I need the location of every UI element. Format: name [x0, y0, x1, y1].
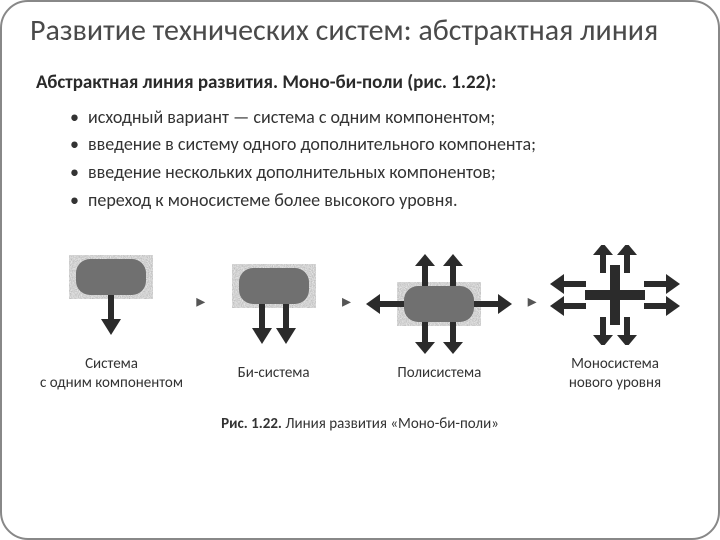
stage-bi: Би-система	[219, 254, 329, 383]
bullet-list: исходный вариант — система с одним компо…	[70, 104, 690, 216]
stage-mono: Система с одним компонентом	[40, 245, 183, 393]
bullet-item: переход к моносистеме более высокого уро…	[70, 187, 690, 215]
figure-caption-text: Линия развития «Моно-би-поли»	[282, 415, 499, 433]
diagram-row: Система с одним компонентом ▸ Би-система…	[30, 245, 690, 393]
stage-caption: Моносистема нового уровня	[569, 355, 661, 393]
chevron-right-icon: ▸	[528, 290, 537, 348]
figure-caption-num: Рис. 1.22.	[221, 415, 282, 433]
bullet-item: введение в систему одного дополнительног…	[70, 131, 690, 159]
chevron-right-icon: ▸	[342, 290, 351, 348]
stage-caption: Би-система	[238, 364, 310, 383]
figure-caption: Рис. 1.22. Линия развития «Моно-би-поли»	[30, 415, 690, 433]
stage-caption: Полисистема	[397, 364, 481, 383]
bullet-item: исходный вариант — система с одним компо…	[70, 104, 690, 132]
section-subtitle: Абстрактная линия развития. Моно-би-поли…	[36, 71, 690, 94]
stage-new-mono: Моносистема нового уровня	[550, 245, 680, 393]
bullet-item: введение нескольких дополнительных компо…	[70, 159, 690, 187]
stage-poly: Полисистема	[364, 254, 514, 383]
stage-new-mono-graphic	[550, 245, 680, 345]
stage-poly-graphic	[364, 254, 514, 354]
slide-frame: Развитие технических систем: абстрактная…	[0, 0, 720, 540]
stage-mono-graphic	[56, 245, 166, 345]
stage-bi-graphic	[219, 254, 329, 354]
chevron-right-icon: ▸	[196, 290, 205, 348]
stage-caption: Система с одним компонентом	[40, 355, 183, 393]
slide-title: Развитие технических систем: абстрактная…	[30, 14, 690, 49]
